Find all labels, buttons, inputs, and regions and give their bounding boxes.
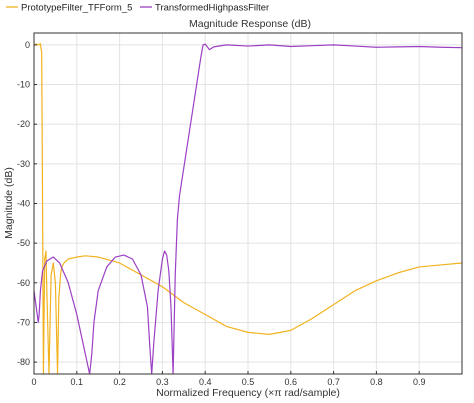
y-tick-label: -10 (17, 80, 30, 90)
y-tick-label: -30 (17, 159, 30, 169)
x-axis-label: Normalized Frequency (×π rad/sample) (156, 387, 340, 399)
y-tick-label: -70 (17, 317, 30, 327)
series-line-transformed (34, 43, 462, 374)
chart-title: Magnitude Response (dB) (189, 18, 311, 30)
y-tick-label: -50 (17, 238, 30, 248)
series-line-prototype (34, 43, 462, 374)
y-tick-label: -20 (17, 119, 30, 129)
x-tick-label: 0.9 (413, 377, 426, 387)
grid-lines (33, 33, 462, 374)
x-axis-ticks: 0 0.1 0.2 0.3 0.4 0.5 0.6 0.7 0.8 0.9 (31, 371, 425, 387)
x-tick-label: 0.6 (285, 377, 298, 387)
legend-label-transformed: TransformedHighpassFilter (155, 3, 269, 14)
legend: PrototypeFilter_TFForm_5 TransformedHigh… (6, 3, 269, 14)
y-axis-label: Magnitude (dB) (3, 167, 15, 239)
legend-label-prototype: PrototypeFilter_TFForm_5 (21, 3, 132, 14)
x-tick-label: 0 (31, 377, 36, 387)
x-tick-label: 0.8 (370, 377, 383, 387)
x-tick-label: 0.2 (113, 377, 126, 387)
series-layer (34, 43, 462, 374)
x-tick-label: 0.5 (242, 377, 255, 387)
y-tick-label: -80 (17, 357, 30, 367)
x-tick-label: 0.1 (71, 377, 84, 387)
y-axis-ticks: 0 -10 -20 -30 -40 -50 -60 -70 -80 (17, 40, 37, 367)
x-tick-label: 0.3 (156, 377, 169, 387)
y-tick-label: -40 (17, 199, 30, 209)
x-tick-label: 0.7 (327, 377, 340, 387)
y-tick-label: 0 (25, 40, 30, 50)
x-tick-label: 0.4 (199, 377, 212, 387)
y-tick-label: -60 (17, 278, 30, 288)
